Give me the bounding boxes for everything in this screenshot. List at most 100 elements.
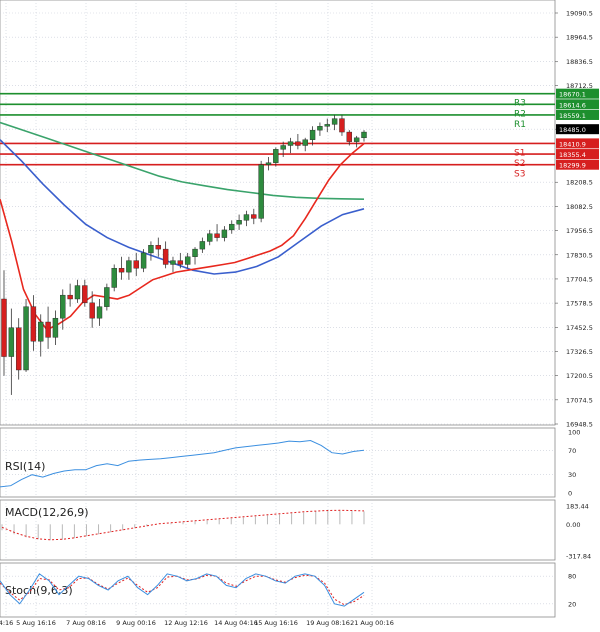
level-price-label: 18410.9 xyxy=(559,140,586,148)
y-tick-label: 16948.5 xyxy=(566,421,593,429)
candle-body xyxy=(258,164,264,219)
candle-body xyxy=(302,139,308,146)
candle-body xyxy=(170,260,176,265)
candle-body xyxy=(30,306,37,342)
candle-body xyxy=(324,124,330,127)
stoch-y-tick-label: 80 xyxy=(568,573,576,581)
candle-body xyxy=(89,302,95,319)
ma-slow-line xyxy=(0,121,365,200)
x-tick-label: 9 Aug 00:16 xyxy=(116,619,156,627)
candle-body xyxy=(229,223,235,231)
macd-y-tick-label: 0.00 xyxy=(566,521,580,529)
x-tick-label: 19 Aug 08:16 xyxy=(306,619,350,627)
candle-body xyxy=(207,233,213,242)
rsi-y-tick-label: 70 xyxy=(568,447,576,455)
candle-body xyxy=(38,321,44,342)
y-tick-label: 17830.5 xyxy=(566,251,593,259)
candle-body xyxy=(295,141,301,146)
level-price-label: 18614.6 xyxy=(559,101,586,109)
level-name-r1: R1 xyxy=(514,120,526,130)
rsi-title: RSI(14) xyxy=(5,460,45,473)
candle-body xyxy=(177,260,184,265)
y-tick-label: 18082.5 xyxy=(566,203,593,211)
macd-y-tick-label: -317.84 xyxy=(566,553,591,561)
candle-body xyxy=(1,298,7,357)
level-label-box xyxy=(556,138,599,149)
candle-body xyxy=(133,260,139,269)
current-price-box xyxy=(556,124,599,135)
candle-body xyxy=(8,327,15,357)
y-tick-label: 19090.5 xyxy=(566,10,593,18)
x-tick-label: 7 Aug 08:16 xyxy=(66,619,106,627)
stoch-title: Stoch(9,6,3) xyxy=(5,584,73,597)
candle-body xyxy=(155,245,161,250)
candle-body xyxy=(309,129,316,140)
level-label-box xyxy=(556,159,599,170)
y-tick-label: 17074.5 xyxy=(566,396,593,404)
candle-body xyxy=(162,248,169,265)
candle-body xyxy=(104,287,110,307)
candle-body xyxy=(15,327,22,371)
current-price-label: 18485.0 xyxy=(559,126,586,134)
macd-y-tick-label: 183.44 xyxy=(566,503,589,511)
y-tick-label: 17956.5 xyxy=(566,227,593,235)
candle-body xyxy=(118,268,125,273)
candle-body xyxy=(45,321,51,338)
candle-body xyxy=(148,245,154,254)
y-tick-label: 17578.5 xyxy=(566,300,593,308)
candle-body xyxy=(67,294,73,300)
x-tick-label: 12 Aug 12:16 xyxy=(164,619,208,627)
x-tick-label: 4:16 xyxy=(0,619,13,627)
candle-body xyxy=(82,285,88,304)
stoch-k-line xyxy=(0,573,365,607)
y-tick-label: 17704.5 xyxy=(566,275,593,283)
candle-body xyxy=(353,137,360,142)
candle-body xyxy=(74,285,81,300)
y-tick-label: 17200.5 xyxy=(566,372,593,380)
candle-body xyxy=(280,145,286,150)
level-label-box xyxy=(556,109,599,120)
level-price-label: 18670.1 xyxy=(559,91,586,99)
x-tick-label: 14 Aug 04:16 xyxy=(214,619,258,627)
rsi-line xyxy=(0,439,365,488)
y-tick-label: 18836.5 xyxy=(566,58,593,66)
pane-border-macd xyxy=(0,499,556,561)
candle-body xyxy=(317,126,323,131)
ma-fast-line xyxy=(0,142,365,331)
stoch-y-tick-label: 20 xyxy=(568,600,576,608)
x-tick-label: 15 Aug 16:16 xyxy=(254,619,298,627)
candle-body xyxy=(96,306,103,319)
candle-body xyxy=(236,220,242,225)
candle-body xyxy=(339,118,345,133)
candle-body xyxy=(199,241,206,250)
candle-body xyxy=(60,294,66,319)
pane-border-rsi xyxy=(0,427,556,498)
y-tick-label: 17452.5 xyxy=(566,324,593,332)
macd-title: MACD(12,26,9) xyxy=(5,506,89,519)
candle-body xyxy=(126,260,132,273)
y-tick-label: 18208.5 xyxy=(566,179,593,187)
y-tick-label: 18964.5 xyxy=(566,34,593,42)
candle-body xyxy=(287,141,294,146)
candle-body xyxy=(111,268,117,288)
rsi-y-tick-label: 100 xyxy=(568,429,580,437)
candle-body xyxy=(243,214,250,221)
level-price-label: 18355.4 xyxy=(559,151,586,159)
rsi-y-tick-label: 0 xyxy=(568,490,572,498)
level-label-box xyxy=(556,149,599,160)
candle-body xyxy=(361,131,367,139)
level-name-s3: S3 xyxy=(514,170,525,180)
candle-body xyxy=(221,229,228,238)
candle-body xyxy=(331,118,338,125)
stoch-d-line xyxy=(0,574,365,606)
pane-border-main xyxy=(0,0,556,426)
candle-body xyxy=(192,248,198,257)
candle-body xyxy=(140,252,147,269)
candle-body xyxy=(273,149,279,163)
level-price-label: 18559.1 xyxy=(559,112,586,120)
level-price-label: 18299.9 xyxy=(559,162,586,170)
y-tick-label: 17326.5 xyxy=(566,348,593,356)
candle-body xyxy=(346,131,353,142)
